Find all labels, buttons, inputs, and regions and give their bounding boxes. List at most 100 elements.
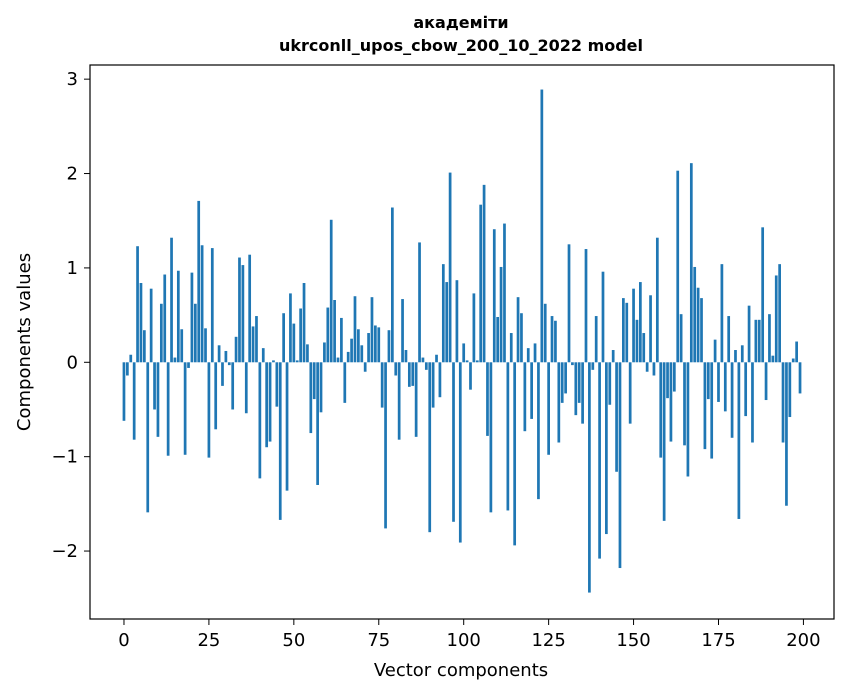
bar <box>662 362 666 521</box>
bar <box>635 319 639 363</box>
y-tick-label: 0 <box>67 352 78 373</box>
bar <box>441 264 445 363</box>
bar <box>231 362 235 410</box>
x-tick-label: 125 <box>531 630 565 651</box>
x-tick-label: 150 <box>616 630 650 651</box>
bars-group <box>122 89 802 593</box>
bar <box>608 362 612 405</box>
bar <box>374 325 377 363</box>
bar <box>136 246 139 363</box>
bar <box>496 316 500 363</box>
x-tick-label: 100 <box>447 630 481 651</box>
bar <box>503 223 506 363</box>
bar <box>452 362 455 522</box>
bar <box>530 362 533 419</box>
x-tick-label: 175 <box>701 630 735 651</box>
bar <box>486 362 489 436</box>
bar <box>326 307 330 363</box>
bar <box>149 288 153 363</box>
bar <box>285 362 289 491</box>
bar <box>768 314 771 363</box>
bar <box>788 362 792 418</box>
bar <box>475 360 479 363</box>
bar <box>302 283 306 363</box>
bar <box>482 184 486 363</box>
bar <box>299 308 302 363</box>
bar <box>465 360 469 363</box>
chart-title-line2: ukrconll_upos_cbow_200_10_2022 model <box>279 36 643 55</box>
bar <box>346 351 350 363</box>
x-tick-label: 0 <box>118 630 129 651</box>
bar <box>411 362 415 386</box>
bar <box>428 362 432 533</box>
bar <box>584 249 588 363</box>
bar <box>306 344 309 363</box>
bar <box>248 254 252 363</box>
bar <box>367 333 370 363</box>
bar <box>146 362 150 513</box>
bar <box>258 362 262 479</box>
bar <box>387 330 391 363</box>
bar <box>139 283 143 363</box>
bar <box>469 362 472 390</box>
bar <box>509 333 513 363</box>
bar <box>781 362 785 443</box>
bar <box>391 207 394 363</box>
bar <box>193 303 197 363</box>
bar <box>499 266 503 363</box>
bar <box>244 362 248 414</box>
bar <box>713 339 717 363</box>
bar <box>571 362 574 366</box>
bar <box>377 327 381 363</box>
bar <box>132 362 136 440</box>
bar <box>190 272 194 363</box>
bar <box>669 362 673 442</box>
bar <box>384 362 387 529</box>
bar <box>547 362 550 455</box>
bar <box>207 362 211 458</box>
bar <box>435 354 438 363</box>
bar <box>554 320 557 363</box>
bar <box>618 362 622 569</box>
bar <box>170 237 173 363</box>
bar <box>666 362 669 399</box>
bar <box>265 362 269 448</box>
bar <box>394 362 398 376</box>
bar <box>312 362 316 400</box>
bar <box>567 244 571 363</box>
bar <box>370 297 374 363</box>
bar <box>431 362 435 408</box>
bar <box>329 219 333 363</box>
bar <box>156 362 160 437</box>
bar <box>513 362 517 546</box>
bar <box>754 319 758 363</box>
bar <box>238 257 241 363</box>
bar <box>350 338 353 363</box>
bar <box>659 362 663 458</box>
bar <box>588 362 591 593</box>
bar <box>289 293 292 363</box>
bar <box>594 316 598 363</box>
bar <box>506 362 510 511</box>
bar <box>761 227 765 363</box>
bar <box>316 362 319 485</box>
y-tick-label: −2 <box>51 541 78 562</box>
bar <box>642 333 646 363</box>
bar <box>795 341 798 363</box>
x-tick-label: 75 <box>367 630 390 651</box>
bar <box>689 163 693 363</box>
bar <box>340 317 343 363</box>
bar <box>615 362 618 472</box>
bar <box>649 295 652 363</box>
bar <box>791 358 795 363</box>
bar <box>217 345 221 363</box>
bar <box>645 362 649 372</box>
bar <box>282 313 285 363</box>
bar <box>639 282 642 363</box>
bar <box>183 362 187 455</box>
bar <box>166 362 170 456</box>
bar <box>462 343 466 363</box>
bar <box>706 362 710 400</box>
bar <box>703 362 707 450</box>
bar <box>275 362 279 407</box>
